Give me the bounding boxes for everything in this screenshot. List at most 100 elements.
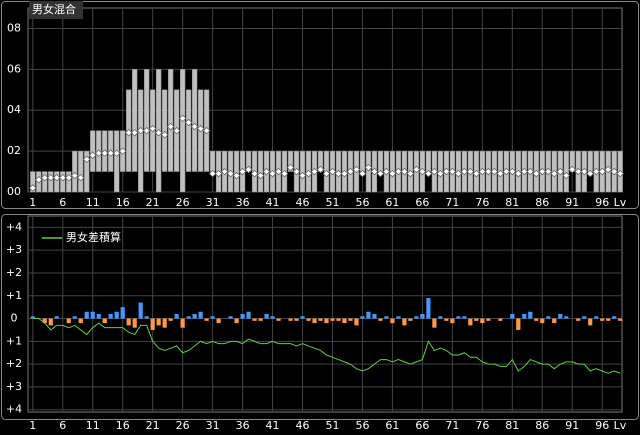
average-point [244, 165, 253, 174]
average-point [520, 167, 529, 176]
average-point [610, 167, 618, 176]
difference-bar [378, 318, 383, 321]
x-tick-label: 26 [176, 419, 190, 432]
range-bar [138, 89, 144, 193]
difference-bar [396, 316, 401, 319]
average-point [484, 167, 493, 176]
difference-bar [468, 318, 473, 326]
average-point [202, 126, 211, 135]
difference-bar [210, 316, 215, 319]
average-point [220, 167, 229, 176]
average-point [550, 169, 559, 178]
average-point [292, 167, 301, 176]
average-point [41, 173, 49, 182]
average-point [47, 173, 55, 182]
range-bar [257, 150, 264, 193]
difference-bar [390, 318, 395, 324]
average-point [418, 167, 427, 176]
x-tick-label: 76 [475, 419, 489, 432]
difference-bar [288, 318, 293, 321]
difference-bar [336, 318, 341, 321]
difference-bar [498, 318, 503, 321]
difference-bar [84, 311, 89, 319]
average-point [53, 173, 61, 182]
y-tick-label: 08 [7, 21, 21, 34]
difference-bar [600, 318, 605, 321]
range-bar [114, 130, 120, 193]
x-tick-label: 21 [146, 419, 160, 432]
difference-bar [54, 316, 59, 319]
difference-bar [384, 316, 389, 319]
x-tick-label: 86 [535, 196, 549, 209]
average-point [76, 173, 85, 182]
x-tick-label: 16 [116, 419, 130, 432]
average-point [268, 169, 277, 178]
x-tick-label: 1 [29, 419, 36, 432]
range-bar [132, 69, 138, 172]
average-point [286, 163, 295, 172]
chart-title: 男女混合 [32, 2, 76, 16]
average-point [616, 169, 624, 178]
range-bar [377, 150, 384, 172]
difference-bar [456, 316, 461, 319]
difference-bar [300, 316, 305, 319]
average-point [166, 122, 175, 131]
x-tick-label: 61 [385, 196, 399, 209]
range-bar [179, 69, 186, 193]
average-point [460, 167, 469, 176]
average-point [364, 163, 373, 172]
difference-bar [372, 314, 377, 319]
difference-bar [450, 318, 455, 324]
average-point [70, 171, 79, 180]
x-tick-label: 91 [565, 196, 579, 209]
average-point [424, 169, 433, 178]
difference-bar [402, 318, 407, 326]
x-tick-label: 81 [505, 196, 519, 209]
difference-bar [252, 318, 257, 321]
average-point [346, 167, 355, 176]
difference-bar [330, 318, 335, 321]
average-point [64, 173, 73, 182]
legend-label: 男女差積算 [66, 230, 121, 244]
average-point [436, 169, 445, 178]
average-point [490, 167, 499, 176]
range-bar [48, 171, 54, 193]
difference-bar [414, 316, 419, 319]
average-point [172, 126, 181, 135]
difference-bar [138, 302, 143, 319]
difference-bar [96, 314, 101, 319]
x-tick-label: 71 [445, 196, 459, 209]
average-point [88, 151, 97, 159]
difference-bar [192, 314, 197, 319]
difference-bar [426, 298, 431, 319]
difference-bar [120, 307, 125, 319]
difference-bar [72, 316, 77, 319]
difference-bar [522, 314, 527, 319]
range-bar [233, 150, 240, 193]
difference-bar [102, 318, 107, 324]
x-tick-label: 86 [535, 419, 549, 432]
range-bar [90, 130, 96, 172]
x-tick-label: 91 [565, 419, 579, 432]
average-point [304, 169, 313, 178]
panel-frame [1, 1, 639, 209]
average-point [496, 169, 505, 178]
average-point [298, 171, 307, 180]
difference-bar [258, 318, 263, 321]
difference-bar [480, 318, 485, 324]
difference-bar [432, 318, 437, 328]
difference-bar [246, 311, 251, 319]
difference-bar [186, 316, 191, 319]
difference-bar [126, 318, 131, 326]
difference-bar [612, 316, 617, 319]
average-point [592, 167, 600, 176]
difference-bar [180, 318, 185, 328]
x-tick-label: 21 [146, 196, 160, 209]
x-axis-label: Lv [614, 419, 627, 432]
average-point [310, 167, 319, 176]
x-tick-label: 11 [86, 419, 100, 432]
x-tick-label: 76 [475, 196, 489, 209]
x-tick-label: 56 [355, 419, 369, 432]
y-tick-label: 02 [7, 144, 21, 157]
difference-bar [552, 318, 557, 324]
